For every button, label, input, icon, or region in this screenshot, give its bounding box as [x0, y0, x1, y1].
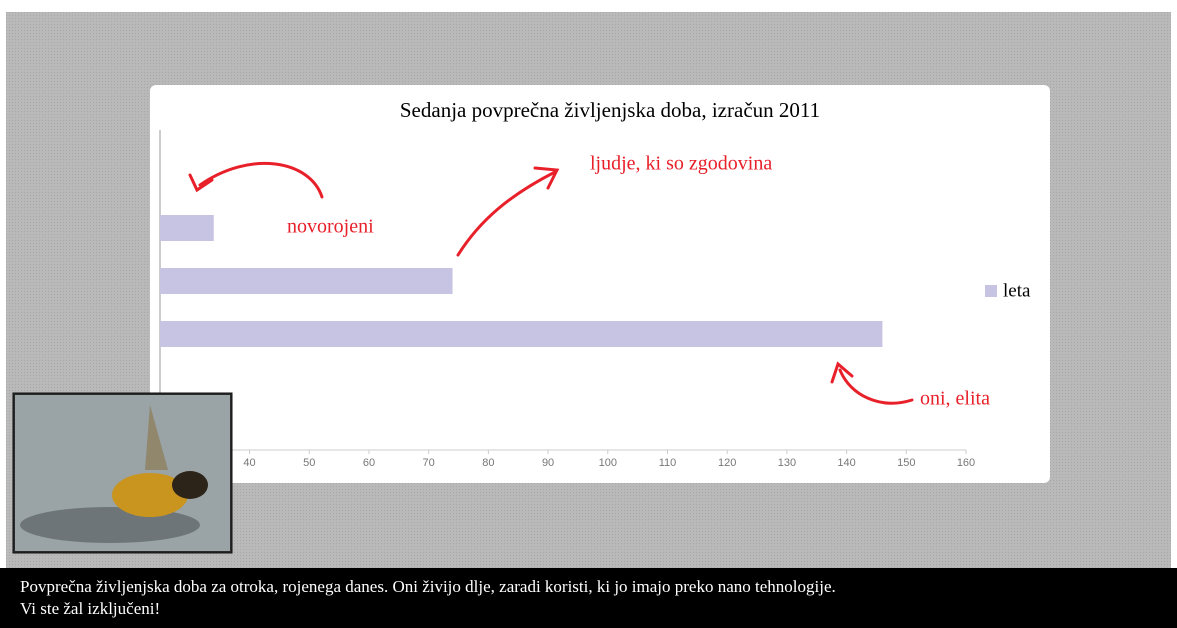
arrow-head: [188, 173, 214, 193]
x-tick-label: 70: [423, 457, 435, 469]
bar: [160, 321, 883, 347]
bee-head: [172, 471, 208, 499]
chart-panel: [150, 85, 1050, 483]
legend-swatch: [985, 285, 997, 297]
annotation: oni, elita: [920, 388, 990, 410]
chart-title: Sedanja povprečna življenjska doba, izra…: [400, 98, 820, 122]
x-tick-label: 50: [303, 457, 315, 469]
arrow-head: [533, 166, 560, 190]
x-tick-label: 150: [897, 457, 915, 469]
x-tick-label: 60: [363, 457, 375, 469]
x-tick-label: 110: [659, 457, 677, 469]
x-tick-label: 80: [482, 457, 494, 469]
bee-body: [112, 473, 188, 517]
arrow: [838, 368, 914, 405]
bar: [160, 215, 214, 241]
caption-bar: [0, 568, 1177, 628]
legend-label: leta: [1003, 280, 1031, 301]
caption-line: Vi ste žal izključeni!: [20, 599, 160, 618]
x-tick-label: 40: [243, 457, 255, 469]
photo: [12, 392, 233, 554]
bee-wing: [145, 405, 168, 470]
arrow: [456, 170, 557, 257]
annotation: novorojeni: [287, 216, 374, 238]
arrow: [198, 162, 324, 199]
x-tick-label: 130: [778, 457, 796, 469]
annotation: ljudje, ki so zgodovina: [590, 153, 772, 175]
bar: [160, 268, 453, 294]
arrows: [188, 162, 914, 405]
x-tick-label: 100: [599, 457, 617, 469]
x-tick-label: 120: [718, 457, 736, 469]
caption-line: Povprečna življenjska doba za otroka, ro…: [20, 577, 836, 596]
x-tick-label: 90: [542, 457, 554, 469]
x-tick-label: 140: [837, 457, 855, 469]
x-tick-label: 160: [957, 457, 975, 469]
arrow-head: [830, 361, 854, 384]
